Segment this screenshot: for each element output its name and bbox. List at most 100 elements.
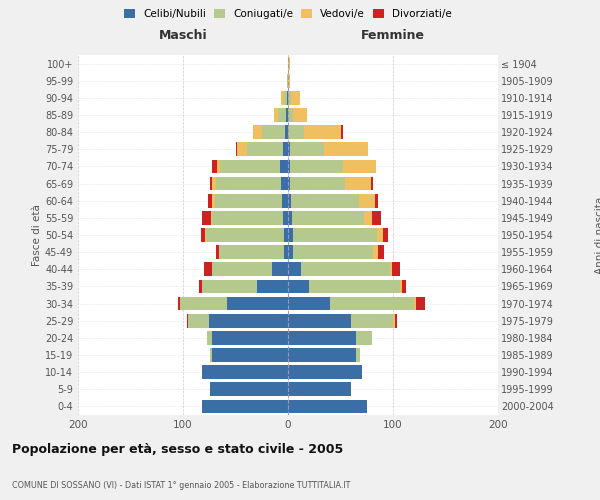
Bar	[287, 91, 288, 104]
Bar	[262, 126, 285, 139]
Bar	[288, 280, 309, 293]
Bar	[284, 228, 288, 242]
Bar	[288, 142, 290, 156]
Bar	[288, 126, 304, 139]
Bar	[283, 211, 288, 224]
Bar	[212, 262, 272, 276]
Bar	[293, 246, 373, 259]
Bar	[395, 314, 397, 328]
Bar	[291, 194, 359, 207]
Bar	[281, 91, 284, 104]
Bar	[202, 400, 288, 413]
Bar	[210, 348, 212, 362]
Bar	[292, 211, 364, 224]
Bar	[359, 194, 375, 207]
Bar	[288, 246, 293, 259]
Bar	[309, 280, 400, 293]
Bar	[283, 142, 288, 156]
Bar	[288, 382, 351, 396]
Bar	[330, 296, 414, 310]
Bar	[247, 142, 283, 156]
Bar	[290, 160, 343, 173]
Bar	[373, 246, 379, 259]
Bar	[217, 160, 220, 173]
Bar	[356, 331, 372, 344]
Bar	[392, 262, 400, 276]
Bar	[180, 296, 227, 310]
Text: Popolazione per età, sesso e stato civile - 2005: Popolazione per età, sesso e stato civil…	[12, 442, 343, 456]
Bar	[202, 280, 257, 293]
Bar	[375, 194, 379, 207]
Bar	[400, 280, 403, 293]
Bar	[288, 400, 367, 413]
Bar	[288, 211, 292, 224]
Bar	[345, 176, 371, 190]
Bar	[286, 108, 288, 122]
Bar	[293, 108, 307, 122]
Bar	[383, 228, 388, 242]
Bar	[187, 314, 188, 328]
Bar	[284, 246, 288, 259]
Text: Maschi: Maschi	[158, 30, 208, 43]
Bar	[207, 331, 212, 344]
Bar	[202, 366, 288, 379]
Bar	[288, 262, 301, 276]
Bar	[416, 296, 425, 310]
Bar	[282, 194, 288, 207]
Bar	[212, 176, 215, 190]
Bar	[212, 194, 215, 207]
Bar	[220, 160, 280, 173]
Bar	[284, 91, 287, 104]
Bar	[236, 142, 247, 156]
Bar	[403, 280, 406, 293]
Bar	[277, 108, 286, 122]
Bar	[208, 194, 212, 207]
Bar	[215, 176, 281, 190]
Bar	[257, 280, 288, 293]
Bar	[205, 228, 206, 242]
Bar	[212, 211, 283, 224]
Bar	[288, 56, 290, 70]
Bar	[212, 331, 288, 344]
Bar	[341, 126, 343, 139]
Bar	[253, 126, 262, 139]
Bar	[288, 160, 290, 173]
Bar	[288, 228, 293, 242]
Bar	[285, 126, 288, 139]
Bar	[212, 348, 288, 362]
Bar	[288, 176, 290, 190]
Bar	[304, 126, 341, 139]
Bar	[324, 142, 368, 156]
Bar	[291, 91, 299, 104]
Bar	[188, 314, 209, 328]
Bar	[215, 246, 218, 259]
Bar	[364, 211, 372, 224]
Legend: Celibi/Nubili, Coniugati/e, Vedovi/e, Divorziati/e: Celibi/Nubili, Coniugati/e, Vedovi/e, Di…	[120, 5, 456, 24]
Bar	[202, 211, 211, 224]
Bar	[211, 211, 212, 224]
Bar	[235, 142, 236, 156]
Bar	[206, 228, 284, 242]
Text: Femmine: Femmine	[361, 30, 425, 43]
Bar	[199, 280, 202, 293]
Bar	[215, 194, 282, 207]
Bar	[290, 176, 345, 190]
Y-axis label: Fasce di età: Fasce di età	[32, 204, 42, 266]
Bar	[227, 296, 288, 310]
Bar	[280, 160, 288, 173]
Bar	[209, 314, 288, 328]
Bar	[379, 246, 383, 259]
Bar	[201, 228, 205, 242]
Bar	[290, 142, 324, 156]
Bar	[212, 160, 217, 173]
Bar	[371, 176, 373, 190]
Bar	[372, 211, 382, 224]
Bar	[301, 262, 390, 276]
Bar	[272, 262, 288, 276]
Bar	[288, 296, 330, 310]
Bar	[390, 262, 392, 276]
Bar	[356, 348, 361, 362]
Bar	[393, 314, 395, 328]
Text: COMUNE DI SOSSANO (VI) - Dati ISTAT 1° gennaio 2005 - Elaborazione TUTTITALIA.IT: COMUNE DI SOSSANO (VI) - Dati ISTAT 1° g…	[12, 480, 350, 490]
Bar	[288, 348, 356, 362]
